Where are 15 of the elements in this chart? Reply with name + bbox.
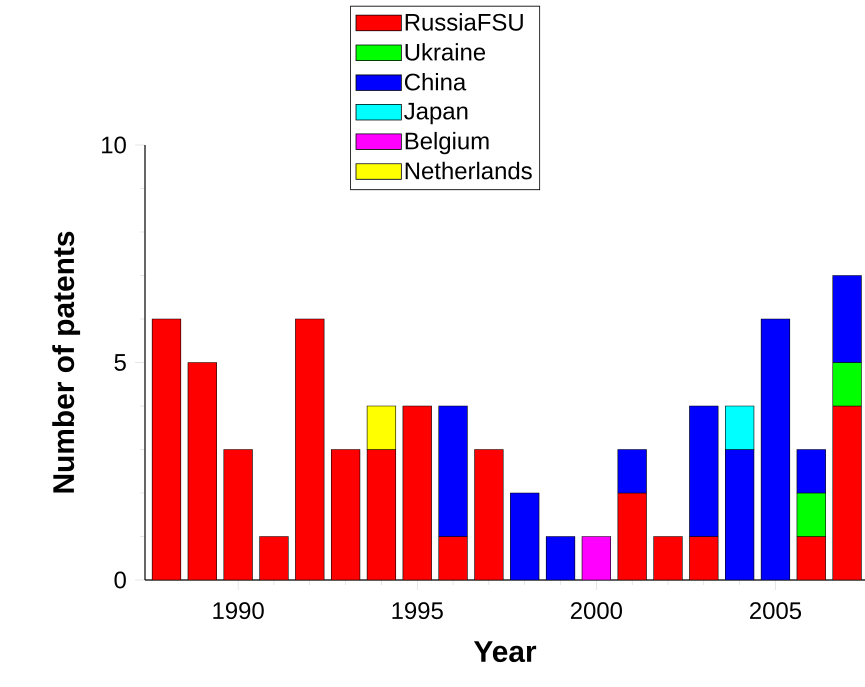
- legend-label: Belgium: [406, 132, 489, 154]
- legend-label: RussiaFSU: [406, 13, 523, 31]
- x-axis-title: Year: [474, 641, 536, 662]
- x-tick-label: 1990: [213, 602, 264, 620]
- x-tick-label: 2005: [750, 602, 802, 620]
- y-tick-label: 10: [102, 136, 126, 154]
- y-tick-label: 5: [114, 354, 126, 371]
- x-tick-label: 1995: [392, 602, 443, 620]
- x-tick-label: 2000: [570, 602, 622, 620]
- y-tick-label: 0: [114, 572, 126, 588]
- legend-label: Ukraine: [406, 43, 486, 61]
- legend-label: Japan: [404, 102, 468, 124]
- y-axis-title: Number of patents: [52, 232, 80, 493]
- legend-label: China: [404, 72, 466, 91]
- legend-label: Netherlands: [406, 162, 532, 180]
